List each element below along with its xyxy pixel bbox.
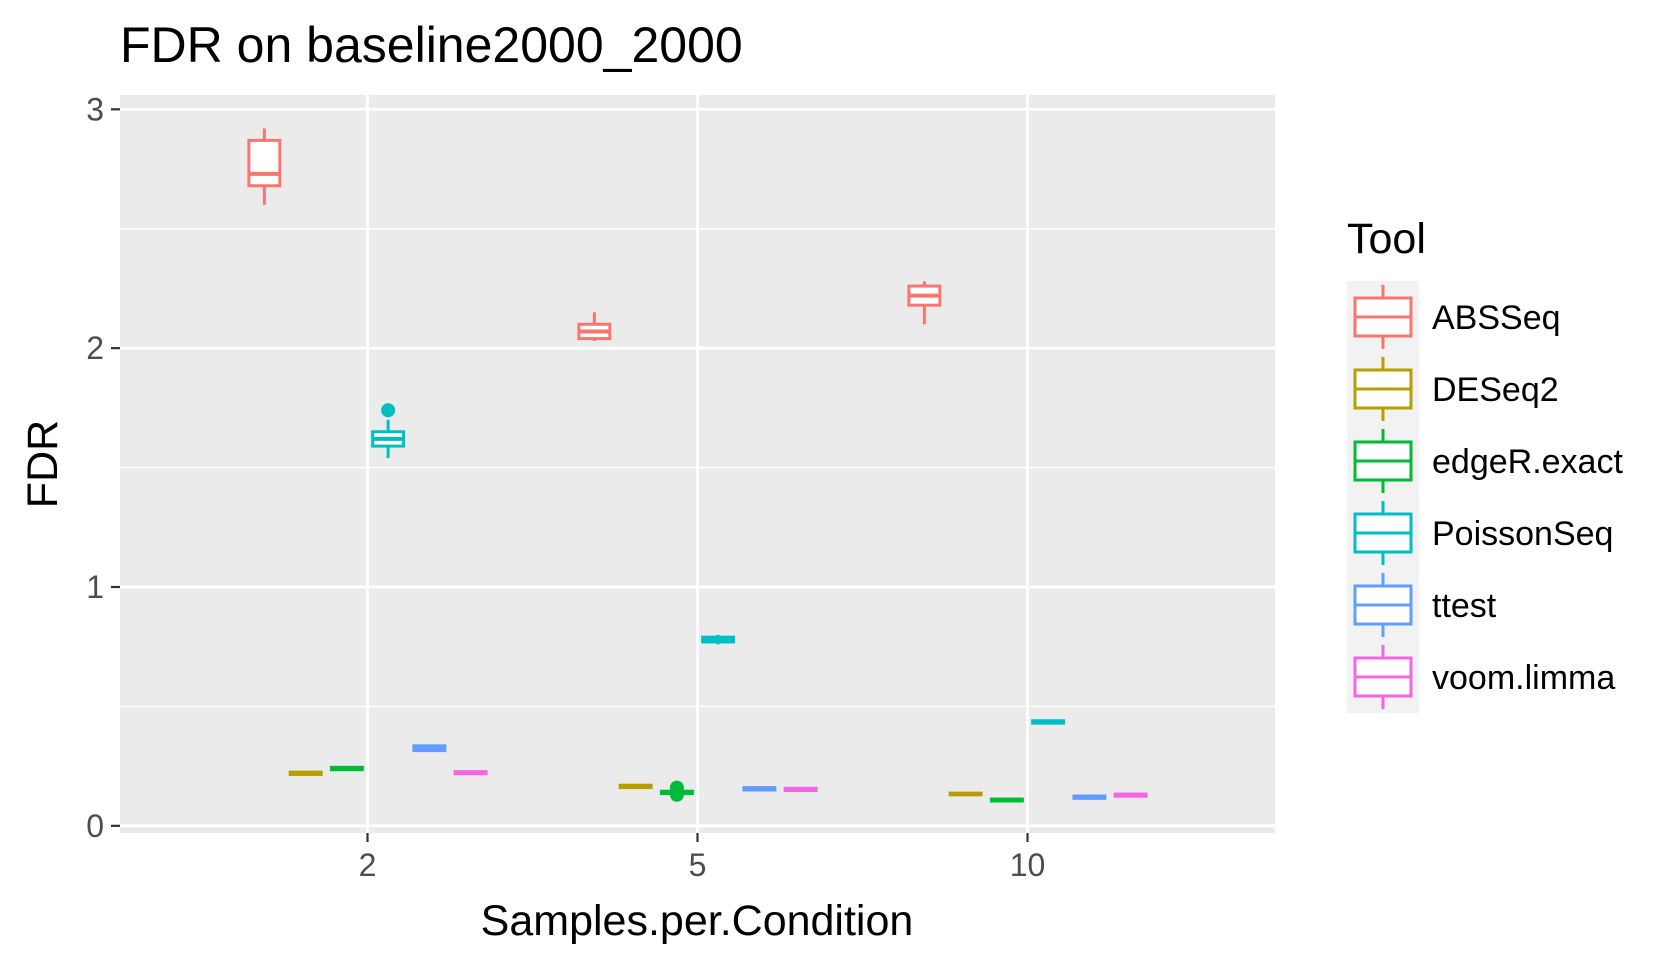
legend-label: voom.limma: [1432, 659, 1615, 697]
x-axis: 2 5 10: [359, 833, 1046, 883]
box-layer: [247, 128, 1148, 803]
legend-title: Tool: [1347, 215, 1426, 263]
box-edgeR.exact-10: [989, 797, 1024, 803]
x-tick-label: 2: [359, 847, 377, 883]
legend-item-DESeq2: DESeq2: [1353, 357, 1559, 421]
box-edgeR.exact-5: [659, 780, 694, 802]
box-voom.limma-2: [453, 770, 488, 776]
outlier-point: [669, 787, 684, 802]
box-ABSSeq-2: [247, 128, 282, 205]
legend-item-edgeR.exact: edgeR.exact: [1353, 429, 1623, 493]
legend-label: ABSSeq: [1432, 299, 1561, 337]
box-body: [247, 138, 282, 188]
box-ttest-10: [1072, 794, 1107, 800]
legend: Tool ABSSeq DESeq2 edgeR.exact PoissonSeq tt…: [1347, 215, 1623, 713]
legend-key: [1353, 645, 1413, 709]
legend-key-background: [1347, 281, 1419, 713]
legend-item-ABSSeq: ABSSeq: [1353, 285, 1561, 349]
y-axis: 0 1 2 3: [86, 91, 120, 844]
major-gridlines: [120, 95, 1275, 833]
legend-item-voom.limma: voom.limma: [1353, 645, 1615, 709]
chart-title: FDR on baseline2000_2000: [120, 17, 743, 73]
box-ABSSeq-5: [577, 312, 612, 341]
box-ttest-2: [412, 744, 447, 753]
legend-key: [1353, 285, 1413, 349]
box-PoissonSeq-2: [371, 403, 406, 459]
y-tick-label: 3: [86, 91, 104, 127]
y-axis-title: FDR: [19, 420, 67, 508]
box-voom.limma-5: [783, 786, 818, 792]
box-DESeq2-5: [618, 783, 653, 790]
legend-key: [1353, 501, 1413, 565]
y-tick-label: 1: [86, 569, 104, 605]
x-tick-label: 5: [689, 847, 707, 883]
box-DESeq2-2: [288, 770, 323, 776]
legend-item-PoissonSeq: PoissonSeq: [1353, 501, 1613, 565]
x-axis-title: Samples.per.Condition: [481, 897, 914, 945]
legend-item-ttest: ttest: [1353, 573, 1497, 637]
box-edgeR.exact-2: [329, 765, 364, 772]
y-tick-label: 0: [86, 808, 104, 844]
box-ABSSeq-10: [907, 281, 942, 325]
outlier-point: [381, 403, 396, 418]
legend-key: [1353, 429, 1413, 493]
box-PoissonSeq-10: [1031, 719, 1066, 725]
legend-label: PoissonSeq: [1432, 515, 1613, 553]
legend-key: [1353, 357, 1413, 421]
legend-label: DESeq2: [1432, 371, 1559, 409]
legend-label: ttest: [1432, 587, 1497, 625]
x-tick-label: 10: [1010, 847, 1046, 883]
box-voom.limma-10: [1113, 792, 1148, 798]
box-DESeq2-10: [948, 791, 983, 797]
box-PoissonSeq-5: [701, 634, 736, 645]
legend-key: [1353, 573, 1413, 637]
y-tick-label: 2: [86, 330, 104, 366]
legend-label: edgeR.exact: [1432, 443, 1623, 481]
legend-items: ABSSeq DESeq2 edgeR.exact PoissonSeq ttest vo…: [1353, 285, 1623, 709]
box-ttest-5: [742, 786, 777, 792]
